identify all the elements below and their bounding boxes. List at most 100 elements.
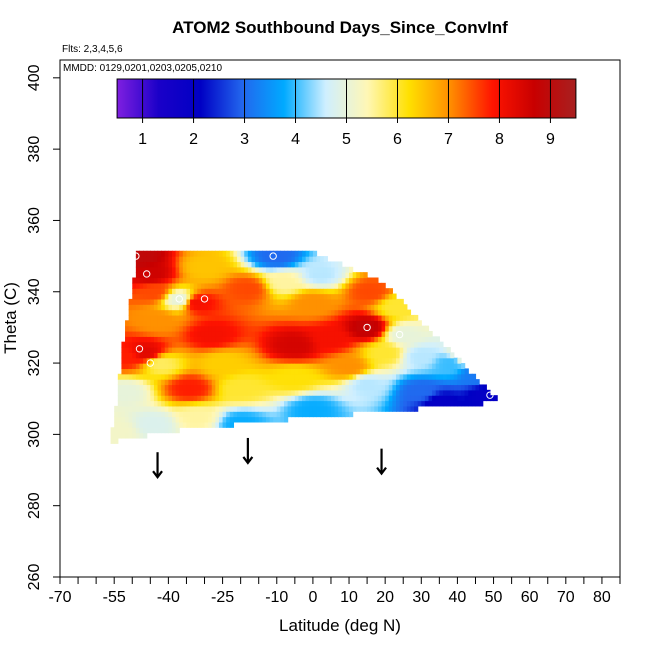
heatmap-cell xyxy=(164,304,169,311)
heatmap-cell xyxy=(381,400,386,407)
heatmap-cell xyxy=(247,363,253,370)
heatmap-cell xyxy=(215,336,220,343)
heatmap-cell xyxy=(222,282,227,289)
heatmap-cell xyxy=(211,347,216,353)
heatmap-cell xyxy=(302,325,307,332)
heatmap-cell xyxy=(381,288,386,295)
heatmap-cell xyxy=(363,341,368,348)
heatmap-cell xyxy=(381,293,386,300)
heatmap-cell xyxy=(302,400,307,407)
heatmap-cell xyxy=(193,373,198,380)
heatmap-cell xyxy=(200,357,206,364)
heatmap-cell xyxy=(211,363,216,370)
heatmap-cell xyxy=(146,405,151,412)
heatmap-cell xyxy=(244,384,249,391)
heatmap-cell xyxy=(164,266,169,273)
heatmap-cell xyxy=(359,293,365,300)
heatmap-cell xyxy=(424,389,430,396)
heatmap-cell xyxy=(226,304,231,311)
heatmap-cell xyxy=(240,288,245,295)
heatmap-cell xyxy=(226,352,231,359)
heatmap-cell xyxy=(265,347,271,353)
heatmap-cell xyxy=(345,400,350,407)
heatmap-cell xyxy=(309,250,314,257)
heatmap-cell xyxy=(200,389,206,396)
heatmap-cell xyxy=(370,293,375,300)
heatmap-cell xyxy=(421,395,426,402)
heatmap-cell xyxy=(356,389,361,396)
heatmap-cell xyxy=(240,347,245,353)
heatmap-cell xyxy=(182,277,188,284)
heatmap-cell xyxy=(200,405,206,412)
heatmap-cell xyxy=(298,357,303,364)
heatmap-cell xyxy=(222,325,227,332)
heatmap-cell xyxy=(356,277,361,284)
heatmap-cell xyxy=(352,395,357,402)
heatmap-cell xyxy=(312,272,318,279)
heatmap-cell xyxy=(334,330,339,337)
x-tick-label: 80 xyxy=(593,589,611,606)
heatmap-cell xyxy=(226,309,231,316)
heatmap-cell xyxy=(226,421,231,428)
x-tick-label: 0 xyxy=(308,589,317,606)
heatmap-cell xyxy=(432,347,437,353)
heatmap-cell xyxy=(251,384,256,391)
sample-point xyxy=(395,330,404,339)
heatmap-cell xyxy=(410,363,415,370)
heatmap-cell xyxy=(135,427,141,434)
heatmap-cell xyxy=(233,363,238,370)
heatmap-cell xyxy=(356,341,361,348)
heatmap-cell xyxy=(193,336,198,343)
heatmap-cell xyxy=(316,293,321,300)
heatmap-cell xyxy=(139,282,144,289)
heatmap-cell xyxy=(403,320,408,327)
heatmap-cell xyxy=(139,427,144,434)
heatmap-cell xyxy=(284,389,289,396)
heatmap-cell xyxy=(157,400,162,407)
heatmap-cell xyxy=(432,384,437,391)
heatmap-cell xyxy=(305,304,310,311)
heatmap-cell xyxy=(193,314,198,321)
heatmap-cell xyxy=(265,266,271,273)
heatmap-cell xyxy=(374,400,379,407)
heatmap-cell xyxy=(237,256,242,263)
heatmap-cell xyxy=(316,389,321,396)
heatmap-cell xyxy=(273,352,278,359)
heatmap-cell xyxy=(117,384,123,391)
heatmap-cell xyxy=(251,347,256,353)
heatmap-cell xyxy=(153,250,159,257)
heatmap-cell xyxy=(294,341,300,348)
heatmap-cell xyxy=(240,309,245,316)
heatmap-cell xyxy=(182,250,188,257)
heatmap-cell xyxy=(414,336,419,343)
heatmap-cell xyxy=(157,373,162,380)
heatmap-cell xyxy=(193,368,198,375)
heatmap-cell xyxy=(323,293,328,300)
heatmap-cell xyxy=(182,314,188,321)
heatmap-cell xyxy=(330,379,336,386)
heatmap-cell xyxy=(146,379,151,386)
heatmap-cell xyxy=(406,389,412,396)
heatmap-cell xyxy=(179,389,184,396)
heatmap-cell xyxy=(406,330,412,337)
heatmap-cell xyxy=(258,325,263,332)
heatmap-cell xyxy=(139,389,144,396)
heatmap-cell xyxy=(428,384,433,391)
heatmap-cell xyxy=(190,309,195,316)
heatmap-cell xyxy=(229,298,235,305)
heatmap-cell xyxy=(439,357,444,364)
heatmap-cell xyxy=(247,309,253,316)
heatmap-cell xyxy=(461,395,466,402)
heatmap-cell xyxy=(247,272,253,279)
heatmap-cell xyxy=(370,298,375,305)
heatmap-cell xyxy=(143,330,148,337)
heatmap-cell xyxy=(399,352,404,359)
heatmap-cell xyxy=(432,341,437,348)
heatmap-cell xyxy=(150,261,155,268)
heatmap-cell xyxy=(157,298,162,305)
heatmap-cell xyxy=(125,421,130,428)
heatmap-cell xyxy=(421,352,426,359)
heatmap-cell xyxy=(341,400,347,407)
heatmap-cell xyxy=(320,282,325,289)
heatmap-cell xyxy=(403,352,408,359)
